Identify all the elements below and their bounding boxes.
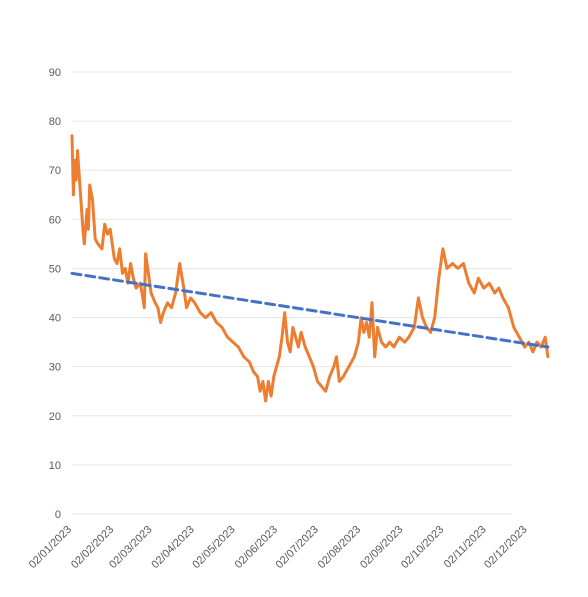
plot-area bbox=[70, 134, 550, 403]
y-tick-label: 60 bbox=[49, 214, 61, 226]
y-axis: 0 10 20 30 40 50 60 70 80 90 bbox=[49, 67, 61, 521]
gridlines bbox=[72, 71, 512, 515]
y-tick-label: 90 bbox=[49, 67, 61, 79]
y-tick-label: 40 bbox=[49, 313, 61, 325]
x-tick-label: 02/12/2023 bbox=[482, 524, 529, 571]
x-axis: 02/01/202302/02/202302/03/202302/04/2023… bbox=[27, 524, 530, 571]
x-tick-label: 02/04/2023 bbox=[149, 524, 196, 571]
x-tick-label: 02/01/2023 bbox=[27, 524, 74, 571]
x-tick-label: 02/05/2023 bbox=[190, 524, 237, 571]
y-tick-label: 50 bbox=[49, 263, 61, 275]
x-tick-label: 02/11/2023 bbox=[442, 524, 489, 571]
y-tick-label: 20 bbox=[49, 411, 61, 423]
y-tick-label: 0 bbox=[55, 509, 61, 521]
x-tick-label: 02/09/2023 bbox=[358, 524, 405, 571]
y-tick-label: 70 bbox=[49, 165, 61, 177]
y-tick-label: 10 bbox=[49, 460, 61, 472]
y-tick-label: 30 bbox=[49, 362, 61, 374]
x-tick-label: 02/08/2023 bbox=[316, 524, 363, 571]
x-tick-label: 02/06/2023 bbox=[233, 524, 280, 571]
x-tick-label: 02/10/2023 bbox=[399, 524, 446, 571]
y-tick-label: 80 bbox=[49, 116, 61, 128]
x-tick-label: 02/07/2023 bbox=[274, 524, 321, 571]
trendline-series bbox=[70, 271, 550, 349]
price-series bbox=[70, 134, 550, 403]
